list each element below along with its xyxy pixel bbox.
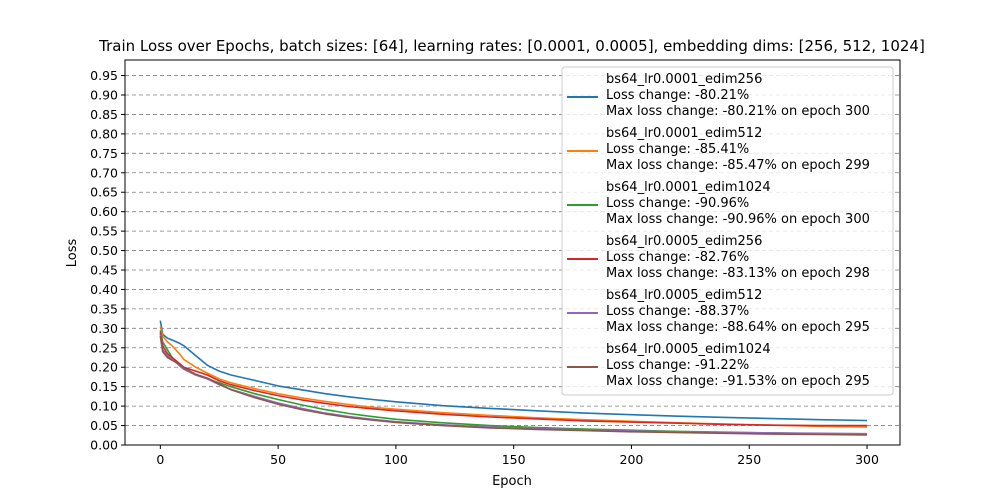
legend-entry-text: bs64_lr0.0005_edim1024 — [606, 342, 771, 357]
legend-entry-text: Loss change: -88.37% — [606, 304, 749, 319]
y-tick-label: 0.40 — [90, 282, 118, 297]
x-tick-label: 250 — [737, 452, 761, 467]
y-tick-label: 0.35 — [90, 301, 118, 316]
y-tick-label: 0.75 — [90, 146, 118, 161]
legend-entry-text: Loss change: -91.22% — [606, 358, 749, 373]
y-tick-label: 0.00 — [90, 438, 118, 453]
legend-entry-text: Loss change: -80.21% — [606, 88, 749, 103]
y-tick-label: 0.65 — [90, 185, 118, 200]
series-line — [159, 320, 868, 422]
y-tick-label: 0.85 — [90, 107, 118, 122]
y-tick-label: 0.15 — [90, 379, 118, 394]
legend-entry-text: bs64_lr0.0001_edim512 — [606, 126, 762, 141]
legend-entry-text: Max loss change: -88.64% on epoch 295 — [606, 320, 870, 335]
legend-entry-text: bs64_lr0.0001_edim256 — [606, 72, 762, 87]
legend-entry-text: Loss change: -90.96% — [606, 196, 749, 211]
y-tick-label: 0.50 — [90, 243, 118, 258]
y-tick-label: 0.70 — [90, 165, 118, 180]
y-tick-label: 0.10 — [90, 399, 118, 414]
chart-title: Train Loss over Epochs, batch sizes: [64… — [98, 37, 925, 55]
y-tick-label: 0.45 — [90, 263, 118, 278]
legend-entry-text: bs64_lr0.0005_edim512 — [606, 288, 762, 303]
plot-frame — [124, 59, 901, 446]
legend-entry-text: Max loss change: -85.47% on epoch 299 — [606, 158, 870, 173]
legend-entry-text: bs64_lr0.0001_edim1024 — [606, 180, 771, 195]
legend-entry-text: Loss change: -82.76% — [606, 250, 749, 265]
y-axis-label: Loss — [65, 239, 80, 268]
y-tick-label: 0.25 — [90, 340, 118, 355]
x-tick-label: 200 — [620, 452, 644, 467]
axis-ticks: 0.00 0.05 0.10 0.15 0.20 0.25 0.30 0.35 0.40 0.45… — [90, 68, 879, 467]
legend-entry-text: Max loss change: -80.21% on epoch 300 — [606, 104, 870, 119]
y-tick-label: 0.30 — [90, 321, 118, 336]
series-lines — [159, 320, 868, 436]
y-tick-label: 0.60 — [90, 204, 118, 219]
x-tick-label: 300 — [855, 452, 879, 467]
x-axis-label: Epoch — [492, 474, 532, 489]
legend-entry-text: Max loss change: -90.96% on epoch 300 — [606, 212, 870, 227]
legend-box — [561, 66, 894, 396]
x-tick-label: 100 — [384, 452, 408, 467]
y-tick-label: 0.05 — [90, 418, 118, 433]
x-tick-label: 0 — [156, 452, 164, 467]
x-tick-label: 150 — [502, 452, 526, 467]
legend-entry-text: bs64_lr0.0005_edim256 — [606, 234, 762, 249]
y-tick-label: 0.20 — [90, 360, 118, 375]
y-tick-label: 0.90 — [90, 88, 118, 103]
legend-entry-text: Max loss change: -91.53% on epoch 295 — [606, 374, 870, 389]
y-tick-label: 0.55 — [90, 224, 118, 239]
legend-entry-text: Max loss change: -83.13% on epoch 298 — [606, 266, 870, 281]
x-tick-label: 50 — [270, 452, 286, 467]
series-line — [159, 335, 868, 436]
y-tick-label: 0.80 — [90, 126, 118, 141]
legend-entry-text: Loss change: -85.41% — [606, 142, 749, 157]
y-tick-label: 0.95 — [90, 68, 118, 83]
